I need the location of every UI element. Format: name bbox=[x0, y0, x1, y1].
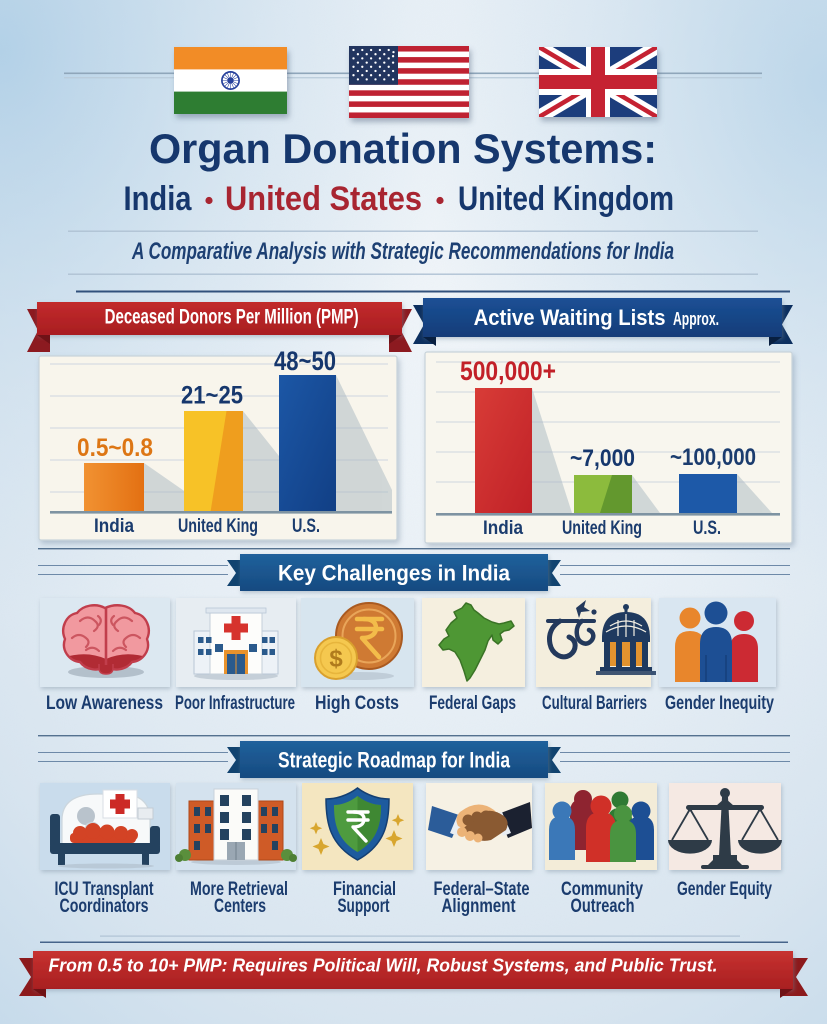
svg-text:A Comparative Analysis with St: A Comparative Analysis with Strategic Re… bbox=[131, 238, 674, 265]
svg-text:United King: United King bbox=[562, 518, 642, 539]
svg-text:Approx.: Approx. bbox=[673, 308, 719, 329]
svg-text:Support: Support bbox=[338, 896, 390, 917]
svg-text:Low Awareness: Low Awareness bbox=[46, 693, 163, 714]
svg-text:Federal–State: Federal–State bbox=[434, 879, 530, 900]
svg-text:Strategic Roadmap for India: Strategic Roadmap for India bbox=[278, 748, 511, 773]
svg-text:United States: United States bbox=[225, 180, 422, 218]
svg-text:Poor Infrastructure: Poor Infrastructure bbox=[175, 693, 295, 714]
svg-text:U.S.: U.S. bbox=[693, 518, 721, 539]
svg-text:High Costs: High Costs bbox=[315, 693, 399, 714]
svg-text:$: $ bbox=[329, 646, 343, 673]
svg-text:Cultural Barriers: Cultural Barriers bbox=[542, 693, 647, 714]
svg-text:India: India bbox=[94, 516, 134, 537]
svg-text:Organ Donation Systems:: Organ Donation Systems: bbox=[149, 125, 657, 172]
svg-text:Community: Community bbox=[561, 879, 643, 900]
svg-text:Coordinators: Coordinators bbox=[60, 896, 149, 917]
svg-text:500,000+: 500,000+ bbox=[460, 356, 556, 386]
svg-text:Active Waiting Lists: Active Waiting Lists bbox=[474, 305, 666, 330]
svg-text:India: India bbox=[124, 180, 193, 218]
svg-text:Deceased Donors Per Million (P: Deceased Donors Per Million (PMP) bbox=[105, 306, 359, 329]
svg-text:21~25: 21~25 bbox=[181, 382, 243, 410]
svg-text:~100,000: ~100,000 bbox=[670, 444, 756, 471]
svg-text:Centers: Centers bbox=[214, 896, 266, 917]
svg-text:Financial: Financial bbox=[333, 879, 396, 900]
svg-text:More Retrieval: More Retrieval bbox=[190, 879, 288, 900]
svg-text:Outreach: Outreach bbox=[571, 896, 635, 917]
svg-text:ICU Transplant: ICU Transplant bbox=[55, 879, 154, 900]
svg-text:Federal Gaps: Federal Gaps bbox=[429, 693, 516, 714]
svg-text:~7,000: ~7,000 bbox=[570, 445, 635, 472]
svg-text:0.5~0.8: 0.5~0.8 bbox=[77, 434, 153, 462]
svg-text:48~50: 48~50 bbox=[274, 346, 336, 376]
svg-text:Key Challenges in India: Key Challenges in India bbox=[278, 561, 511, 586]
svg-text:U.S.: U.S. bbox=[292, 516, 320, 537]
svg-text:Gender Equity: Gender Equity bbox=[677, 879, 772, 900]
svg-text:Gender Inequity: Gender Inequity bbox=[665, 693, 774, 714]
svg-text:United Kingdom: United Kingdom bbox=[458, 180, 674, 218]
svg-text:From 0.5 to 10+ PMP: Requires: From 0.5 to 10+ PMP: Requires Political … bbox=[49, 956, 718, 976]
svg-text:Alignment: Alignment bbox=[442, 896, 517, 917]
svg-text:India: India bbox=[483, 518, 523, 539]
svg-text:United King: United King bbox=[178, 516, 258, 537]
